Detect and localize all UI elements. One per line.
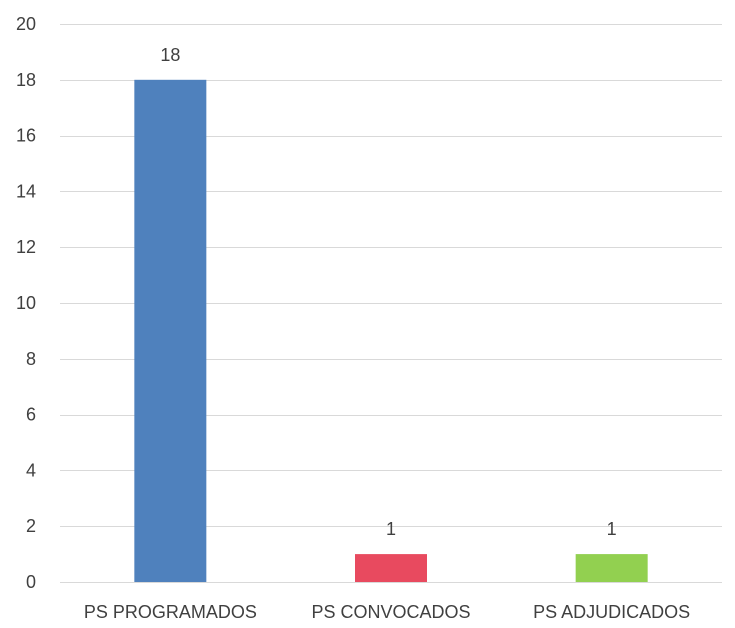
y-tick-label: 18	[16, 70, 36, 90]
data-labels: 181 1	[160, 45, 616, 539]
x-category-label: PS CONVOCADOS	[311, 602, 470, 622]
y-tick-label: 2	[26, 516, 36, 536]
y-tick-label: 10	[16, 293, 36, 313]
y-tick-label: 14	[16, 181, 36, 201]
y-tick-label: 6	[26, 405, 36, 425]
y-tick-label: 12	[16, 237, 36, 257]
y-axis-tick-labels: 0 2 4 6 8 10 12 14 16 18 20	[16, 14, 36, 592]
bar	[355, 554, 427, 582]
y-tick-label: 0	[26, 572, 36, 592]
data-label: 1	[386, 519, 396, 539]
y-tick-label: 8	[26, 349, 36, 369]
y-tick-label: 20	[16, 14, 36, 34]
data-label: 18	[160, 45, 180, 65]
y-tick-label: 16	[16, 126, 36, 146]
bar	[134, 79, 207, 583]
data-label: 1	[607, 519, 617, 539]
x-category-label: PS ADJUDICADOS	[533, 602, 690, 622]
x-axis-category-labels: PS PROGRAMADOS PS CONVOCADOS PS ADJUDICADO…	[84, 602, 690, 622]
bars	[134, 79, 648, 583]
y-tick-label: 4	[26, 460, 36, 480]
bar	[575, 554, 648, 582]
x-category-label: PS PROGRAMADOS	[84, 602, 257, 622]
